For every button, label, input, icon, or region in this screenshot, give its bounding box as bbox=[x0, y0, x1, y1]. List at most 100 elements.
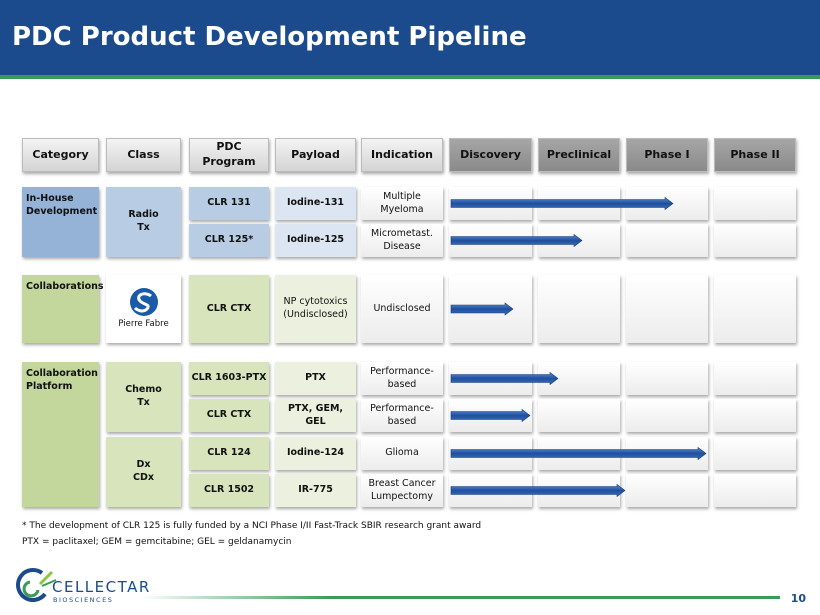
column-header-text: Phase II bbox=[730, 147, 780, 161]
phase-cell bbox=[714, 437, 796, 470]
title: PDC Product Development Pipeline bbox=[12, 22, 527, 52]
class-box: Radio Tx bbox=[106, 187, 181, 257]
program-box: CLR CTX bbox=[189, 275, 269, 343]
phase-cell bbox=[626, 474, 708, 507]
column-header-text: Phase I bbox=[644, 147, 690, 161]
column-header: PDC Program bbox=[189, 138, 269, 172]
indication-box: Performance-based bbox=[361, 399, 443, 432]
payload-text: GEL bbox=[305, 415, 326, 427]
company-name: CELLECTAR bbox=[52, 578, 151, 596]
column-header: Discovery bbox=[449, 138, 532, 172]
column-header: Payload bbox=[275, 138, 356, 172]
indication-text: Disease bbox=[383, 240, 421, 252]
program-text: CLR 131 bbox=[207, 197, 251, 209]
phase-cell bbox=[538, 437, 620, 470]
phase-cell bbox=[714, 224, 796, 257]
category-box: Collaborations bbox=[22, 275, 104, 343]
payload-text: Iodine-125 bbox=[286, 234, 345, 246]
phase-cell bbox=[626, 187, 708, 220]
phase-cell bbox=[449, 187, 532, 220]
header-rule bbox=[0, 75, 820, 79]
class-box: Chemo Tx bbox=[106, 362, 181, 432]
payload-box: PTX, GEM, GEL bbox=[275, 399, 356, 432]
phase-cell bbox=[538, 187, 620, 220]
indication-box: Glioma bbox=[361, 437, 443, 470]
column-header: Category bbox=[22, 138, 99, 172]
payload-box: NP cytotoxics (Undisclosed) bbox=[275, 275, 356, 343]
indication-text: based bbox=[387, 378, 417, 390]
indication-box: Breast Cancer Lumpectomy bbox=[361, 474, 443, 507]
footnote: * The development of CLR 125 is fully fu… bbox=[22, 521, 482, 531]
program-box: CLR 131 bbox=[189, 187, 269, 220]
phase-cell bbox=[449, 474, 532, 507]
partner-name: Pierre Fabre bbox=[118, 319, 169, 330]
program-text: CLR 1502 bbox=[203, 484, 255, 496]
category-text: Platform bbox=[26, 380, 73, 392]
payload-box: PTX bbox=[275, 362, 356, 395]
program-box: CLR 125* bbox=[189, 224, 269, 257]
category-box: In-House Development bbox=[22, 187, 99, 257]
partner-logo bbox=[129, 288, 158, 317]
indication-text: Glioma bbox=[385, 447, 419, 459]
payload-text: NP cytotoxics bbox=[283, 296, 348, 308]
phase-cell bbox=[538, 224, 620, 257]
indication-text: Breast Cancer bbox=[368, 477, 436, 489]
footnote: PTX = paclitaxel; GEM = gemcitabine; GEL… bbox=[22, 537, 292, 547]
category-text: In-House bbox=[26, 193, 74, 204]
phase-cell bbox=[538, 474, 620, 507]
column-header-text: Indication bbox=[371, 147, 433, 161]
footer-rule bbox=[140, 596, 780, 599]
indication-box: Multiple Myeloma bbox=[361, 187, 443, 220]
category-text: Collaborations bbox=[26, 281, 104, 292]
company-subtitle: BIOSCIENCES bbox=[53, 596, 113, 604]
phase-cell bbox=[626, 224, 708, 257]
indication-text: Micrometast. bbox=[371, 227, 433, 239]
category-box: Collaboration Platform bbox=[22, 362, 99, 507]
program-box: CLR 124 bbox=[189, 437, 269, 470]
class-text: Tx bbox=[137, 397, 150, 408]
header-bar bbox=[0, 0, 820, 75]
class-text: Radio bbox=[128, 209, 159, 221]
payload-box: Iodine-124 bbox=[275, 437, 356, 470]
indication-box: Performance-based bbox=[361, 362, 443, 395]
payload-text: IR-775 bbox=[298, 484, 333, 496]
phase-cell bbox=[714, 399, 796, 432]
class-text: Chemo bbox=[125, 384, 162, 396]
indication-text: Performance- bbox=[370, 402, 434, 414]
column-header: Phase I bbox=[626, 138, 708, 172]
phase-cell bbox=[626, 275, 708, 343]
phase-cell bbox=[626, 399, 708, 432]
column-header-text: Discovery bbox=[460, 147, 521, 161]
program-box: CLR 1502 bbox=[189, 474, 269, 507]
column-header-text: PDC Program bbox=[202, 140, 256, 168]
payload-box: IR-775 bbox=[275, 474, 356, 507]
column-header: Class bbox=[106, 138, 181, 172]
class-box: Pierre Fabre bbox=[106, 275, 181, 343]
phase-cell bbox=[449, 437, 532, 470]
phase-cell bbox=[449, 362, 532, 395]
page-number: 10 bbox=[791, 592, 807, 605]
payload-box: Iodine-131 bbox=[275, 187, 356, 220]
column-header: Phase II bbox=[714, 138, 796, 172]
phase-cell bbox=[714, 187, 796, 220]
program-text: CLR 125* bbox=[204, 234, 254, 246]
program-text: CLR CTX bbox=[206, 302, 252, 314]
indication-text: based bbox=[387, 415, 417, 427]
phase-cell bbox=[714, 362, 796, 395]
indication-text: Multiple bbox=[383, 190, 421, 202]
column-header-text: Preclinical bbox=[546, 147, 612, 161]
column-header: Preclinical bbox=[538, 138, 620, 172]
payload-box: Iodine-125 bbox=[275, 224, 356, 257]
phase-cell bbox=[538, 362, 620, 395]
indication-box: Micrometast. Disease bbox=[361, 224, 443, 257]
indication-text: Undisclosed bbox=[373, 302, 431, 314]
program-text: CLR 124 bbox=[207, 447, 251, 459]
payload-text: (Undisclosed) bbox=[283, 309, 348, 320]
phase-cell bbox=[626, 362, 708, 395]
program-text: CLR CTX bbox=[206, 409, 252, 421]
phase-cell bbox=[626, 437, 708, 470]
program-box: CLR CTX bbox=[189, 399, 269, 432]
payload-text: PTX bbox=[305, 372, 326, 384]
class-text: CDx bbox=[133, 472, 154, 483]
